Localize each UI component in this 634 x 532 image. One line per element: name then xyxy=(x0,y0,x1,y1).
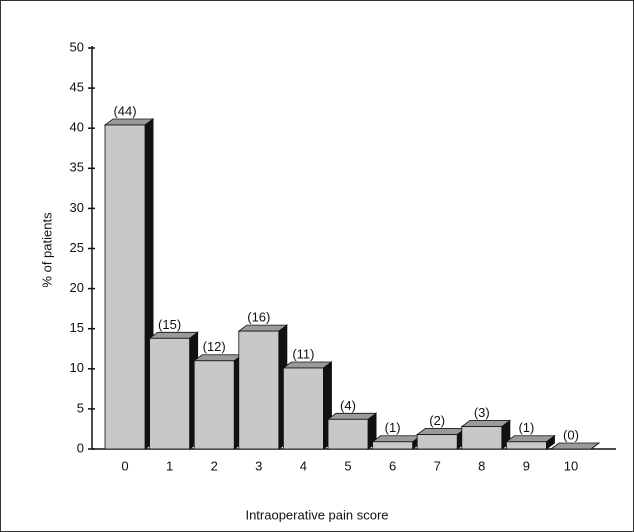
y-tick-label: 30 xyxy=(70,200,84,215)
bar xyxy=(549,442,601,450)
bar-top xyxy=(460,420,511,427)
y-tick-label: 25 xyxy=(70,240,84,255)
x-tick-label: 6 xyxy=(389,458,396,473)
y-tick-label: 45 xyxy=(70,80,84,95)
bar-top xyxy=(326,412,378,420)
bar-top xyxy=(416,428,467,435)
bar-top xyxy=(549,442,601,450)
bar-front xyxy=(238,330,280,450)
bar xyxy=(326,412,378,450)
bar-annotation: (1) xyxy=(385,420,401,435)
bar-top xyxy=(371,435,422,443)
x-tick-label: 8 xyxy=(478,458,485,473)
y-tick-label: 50 xyxy=(70,39,84,54)
x-tick-label: 1 xyxy=(166,458,173,473)
x-tick-label: 2 xyxy=(211,458,218,473)
x-tick-label: 9 xyxy=(523,458,530,473)
y-tick-label: 20 xyxy=(70,280,84,295)
y-tick-label: 5 xyxy=(77,400,84,415)
bar-top xyxy=(237,324,288,332)
y-tick-label: 35 xyxy=(70,160,84,175)
x-tick-label: 7 xyxy=(434,458,441,473)
bar-front xyxy=(282,367,324,450)
bar-annotation: (11) xyxy=(292,346,314,361)
bar xyxy=(148,331,199,450)
x-tick-label: 5 xyxy=(344,458,351,473)
x-tick-label: 0 xyxy=(121,458,128,473)
bar-annotation: (1) xyxy=(518,420,534,435)
y-tick-label: 10 xyxy=(70,360,84,375)
bar-top xyxy=(192,354,244,362)
bar xyxy=(416,427,467,450)
x-tick-label: 4 xyxy=(300,458,307,473)
bar-front xyxy=(505,441,547,450)
bar-annotation: (2) xyxy=(429,413,445,428)
bar-annotation: (4) xyxy=(340,398,356,413)
bar-front xyxy=(416,434,458,450)
bar xyxy=(237,324,288,450)
bar-top xyxy=(282,361,333,369)
bar-top xyxy=(103,118,155,126)
bar-front xyxy=(149,337,191,450)
bar xyxy=(192,353,244,450)
bar-front xyxy=(104,124,146,450)
y-tick-label: 15 xyxy=(70,320,84,335)
bar xyxy=(460,419,511,450)
bar-annotation: (12) xyxy=(203,339,226,354)
bar-top xyxy=(505,435,556,443)
x-tick-label: 3 xyxy=(255,458,262,473)
bar-annotation: (16) xyxy=(247,310,270,325)
bar-annotation: (15) xyxy=(158,317,181,332)
bar xyxy=(282,360,333,450)
bar-front xyxy=(461,426,503,450)
bar-annotation: (0) xyxy=(563,427,579,442)
bar-annotation: (44) xyxy=(113,103,136,118)
bar-front xyxy=(372,441,414,450)
x-axis-title: Intraoperative pain score xyxy=(245,507,388,522)
x-tick-label: 10 xyxy=(564,458,578,473)
bar-front xyxy=(327,418,369,450)
y-tick-label: 40 xyxy=(70,120,84,135)
y-axis-title: % of patients xyxy=(39,212,54,288)
bar-annotation: (3) xyxy=(474,405,490,420)
bar-top xyxy=(148,331,199,339)
bar-front xyxy=(193,360,235,450)
bar xyxy=(371,434,422,450)
y-tick-label: 0 xyxy=(77,440,84,455)
bar xyxy=(103,117,155,450)
bar xyxy=(505,434,556,450)
